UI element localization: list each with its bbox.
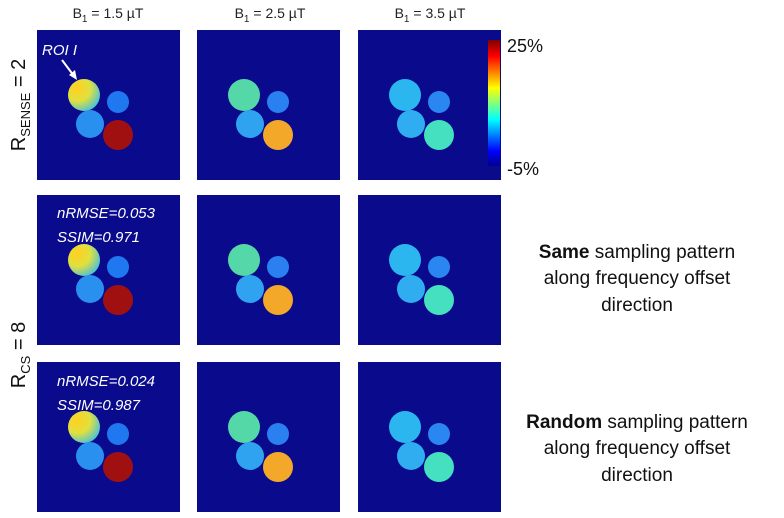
phantom-vial: [263, 285, 293, 315]
roi-label: ROI I: [42, 42, 77, 59]
phantom-vial: [267, 256, 289, 278]
image-grid: [37, 30, 501, 512]
row-label: RCS = 8: [8, 322, 33, 388]
phantom-vial: [389, 411, 421, 443]
phantom-vial: [397, 110, 425, 138]
colorbar-max: 25%: [507, 36, 543, 56]
page: B1 = 1.5 µT B1 = 2.5 µT B1 = 3.5 µT RSEN…: [0, 0, 784, 518]
phantom-vial: [76, 110, 104, 138]
phantom-vial: [228, 244, 260, 276]
figure: B1 = 1.5 µT B1 = 2.5 µT B1 = 3.5 µT RSEN…: [0, 0, 784, 518]
description-line: Same sampling pattern: [539, 242, 735, 263]
phantom-vial: [236, 442, 264, 470]
metric: SSIM=0.971: [57, 229, 140, 246]
phantom-vial: [428, 91, 450, 113]
column-header: B1 = 1.5 µT: [73, 5, 144, 25]
phantom-vial: [103, 452, 133, 482]
phantom-vial: [107, 256, 129, 278]
column-header: B1 = 2.5 µT: [235, 5, 306, 25]
phantom-vial: [103, 120, 133, 150]
phantom-vial: [389, 79, 421, 111]
phantom-vial: [267, 91, 289, 113]
phantom-vial: [428, 423, 450, 445]
phantom-vial: [236, 110, 264, 138]
phantom-vial: [76, 275, 104, 303]
phantom-vial: [263, 452, 293, 482]
colorbar-min: -5%: [507, 159, 539, 179]
phantom-vial: [397, 442, 425, 470]
metric: nRMSE=0.053: [57, 205, 156, 222]
phantom-vial: [424, 120, 454, 150]
description-line: direction: [601, 295, 673, 316]
phantom-vial: [103, 285, 133, 315]
phantom-vial: [107, 423, 129, 445]
row-label: RSENSE = 2: [8, 59, 33, 151]
metric: nRMSE=0.024: [57, 373, 155, 390]
phantom-vial: [267, 423, 289, 445]
description-line: along frequency offset: [544, 438, 731, 459]
phantom-vial: [236, 275, 264, 303]
phantom-vial: [228, 411, 260, 443]
phantom-vial: [68, 244, 100, 276]
phantom-vial: [389, 244, 421, 276]
description-line: along frequency offset: [544, 268, 731, 289]
column-header: B1 = 3.5 µT: [395, 5, 466, 25]
description-line: Random sampling pattern: [526, 412, 748, 433]
phantom-vial: [107, 91, 129, 113]
phantom-vial: [424, 452, 454, 482]
description-line: direction: [601, 465, 673, 486]
phantom-vial: [68, 411, 100, 443]
phantom-vial: [263, 120, 293, 150]
metric: SSIM=0.987: [57, 397, 141, 414]
phantom-vial: [76, 442, 104, 470]
phantom-vial: [228, 79, 260, 111]
phantom-vial: [68, 79, 100, 111]
phantom-vial: [397, 275, 425, 303]
colorbar: [488, 40, 500, 166]
phantom-vial: [428, 256, 450, 278]
phantom-vial: [424, 285, 454, 315]
